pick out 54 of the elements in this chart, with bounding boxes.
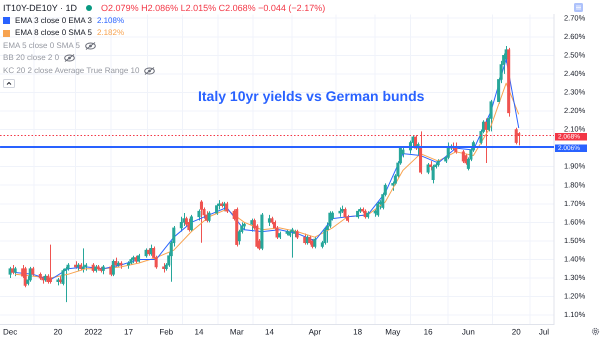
candlestick xyxy=(24,266,27,288)
candlestick xyxy=(92,262,95,273)
candlestick xyxy=(426,162,430,175)
x-tick-label: May xyxy=(385,327,400,336)
legend-label: EMA 8 close 0 SMA 5 xyxy=(15,27,92,39)
candlestick xyxy=(215,203,218,216)
candlestick xyxy=(14,266,17,277)
x-tick-label: 20 xyxy=(54,327,63,336)
x-tick-label: 17 xyxy=(124,327,134,336)
candlestick xyxy=(432,164,435,184)
candlestick xyxy=(310,238,314,249)
text: IT10Y-DE10Y · 1D xyxy=(3,2,78,14)
candlestick xyxy=(197,208,200,221)
candlestick xyxy=(114,257,118,268)
candlestick xyxy=(208,210,211,223)
annotation: EMA 5 close 0 SMA 5 xyxy=(3,40,80,52)
x-tick-label: Jun xyxy=(462,327,475,336)
candlestick xyxy=(225,201,228,214)
candlestick xyxy=(517,132,520,146)
x-tick-label: 20 xyxy=(512,327,522,336)
candlestick xyxy=(313,236,316,249)
annotation: KC 20 2 close Average True Range 10 xyxy=(3,64,140,77)
x-tick-label: 18 xyxy=(353,327,363,336)
candlestick xyxy=(343,206,347,220)
text: O2.079% H2.086% L2.015% C2.068% −0.044 (−2.17%) xyxy=(101,2,326,14)
candlestick xyxy=(31,266,34,277)
candlestick xyxy=(200,200,204,244)
candlestick xyxy=(514,127,518,145)
candlestick xyxy=(112,258,115,277)
legend-label: EMA 3 close 0 EMA 3 xyxy=(15,14,92,26)
candlestick xyxy=(446,142,450,160)
candlestick xyxy=(308,234,312,246)
candlestick xyxy=(356,208,360,220)
x-tick-label: 16 xyxy=(424,327,434,336)
candlestick xyxy=(64,266,68,303)
x-tick-label: Dec xyxy=(2,327,18,336)
candlestick xyxy=(338,206,342,218)
annotation: 2.182% xyxy=(96,27,124,39)
candlestick xyxy=(48,244,52,284)
text: Italy 10yr yields vs German bunds xyxy=(198,88,424,104)
candlestick xyxy=(490,99,493,132)
candlestick xyxy=(464,153,468,166)
candlestick xyxy=(28,266,32,282)
annotation: 2.108% xyxy=(96,14,124,26)
annotation: BB 20 close 2 0 xyxy=(3,52,60,64)
x-tick-label: 14 xyxy=(194,327,204,336)
x-tick-label: 2022 xyxy=(84,327,103,336)
x-tick-label: Feb xyxy=(159,327,174,336)
candlestick xyxy=(180,216,183,232)
x-tick-label: Mar xyxy=(230,327,244,336)
x-tick-label: Apr xyxy=(308,327,322,336)
x-tick-label: 14 xyxy=(265,327,274,336)
candlestick xyxy=(429,160,432,171)
x-tick-label: Jul xyxy=(538,327,550,336)
